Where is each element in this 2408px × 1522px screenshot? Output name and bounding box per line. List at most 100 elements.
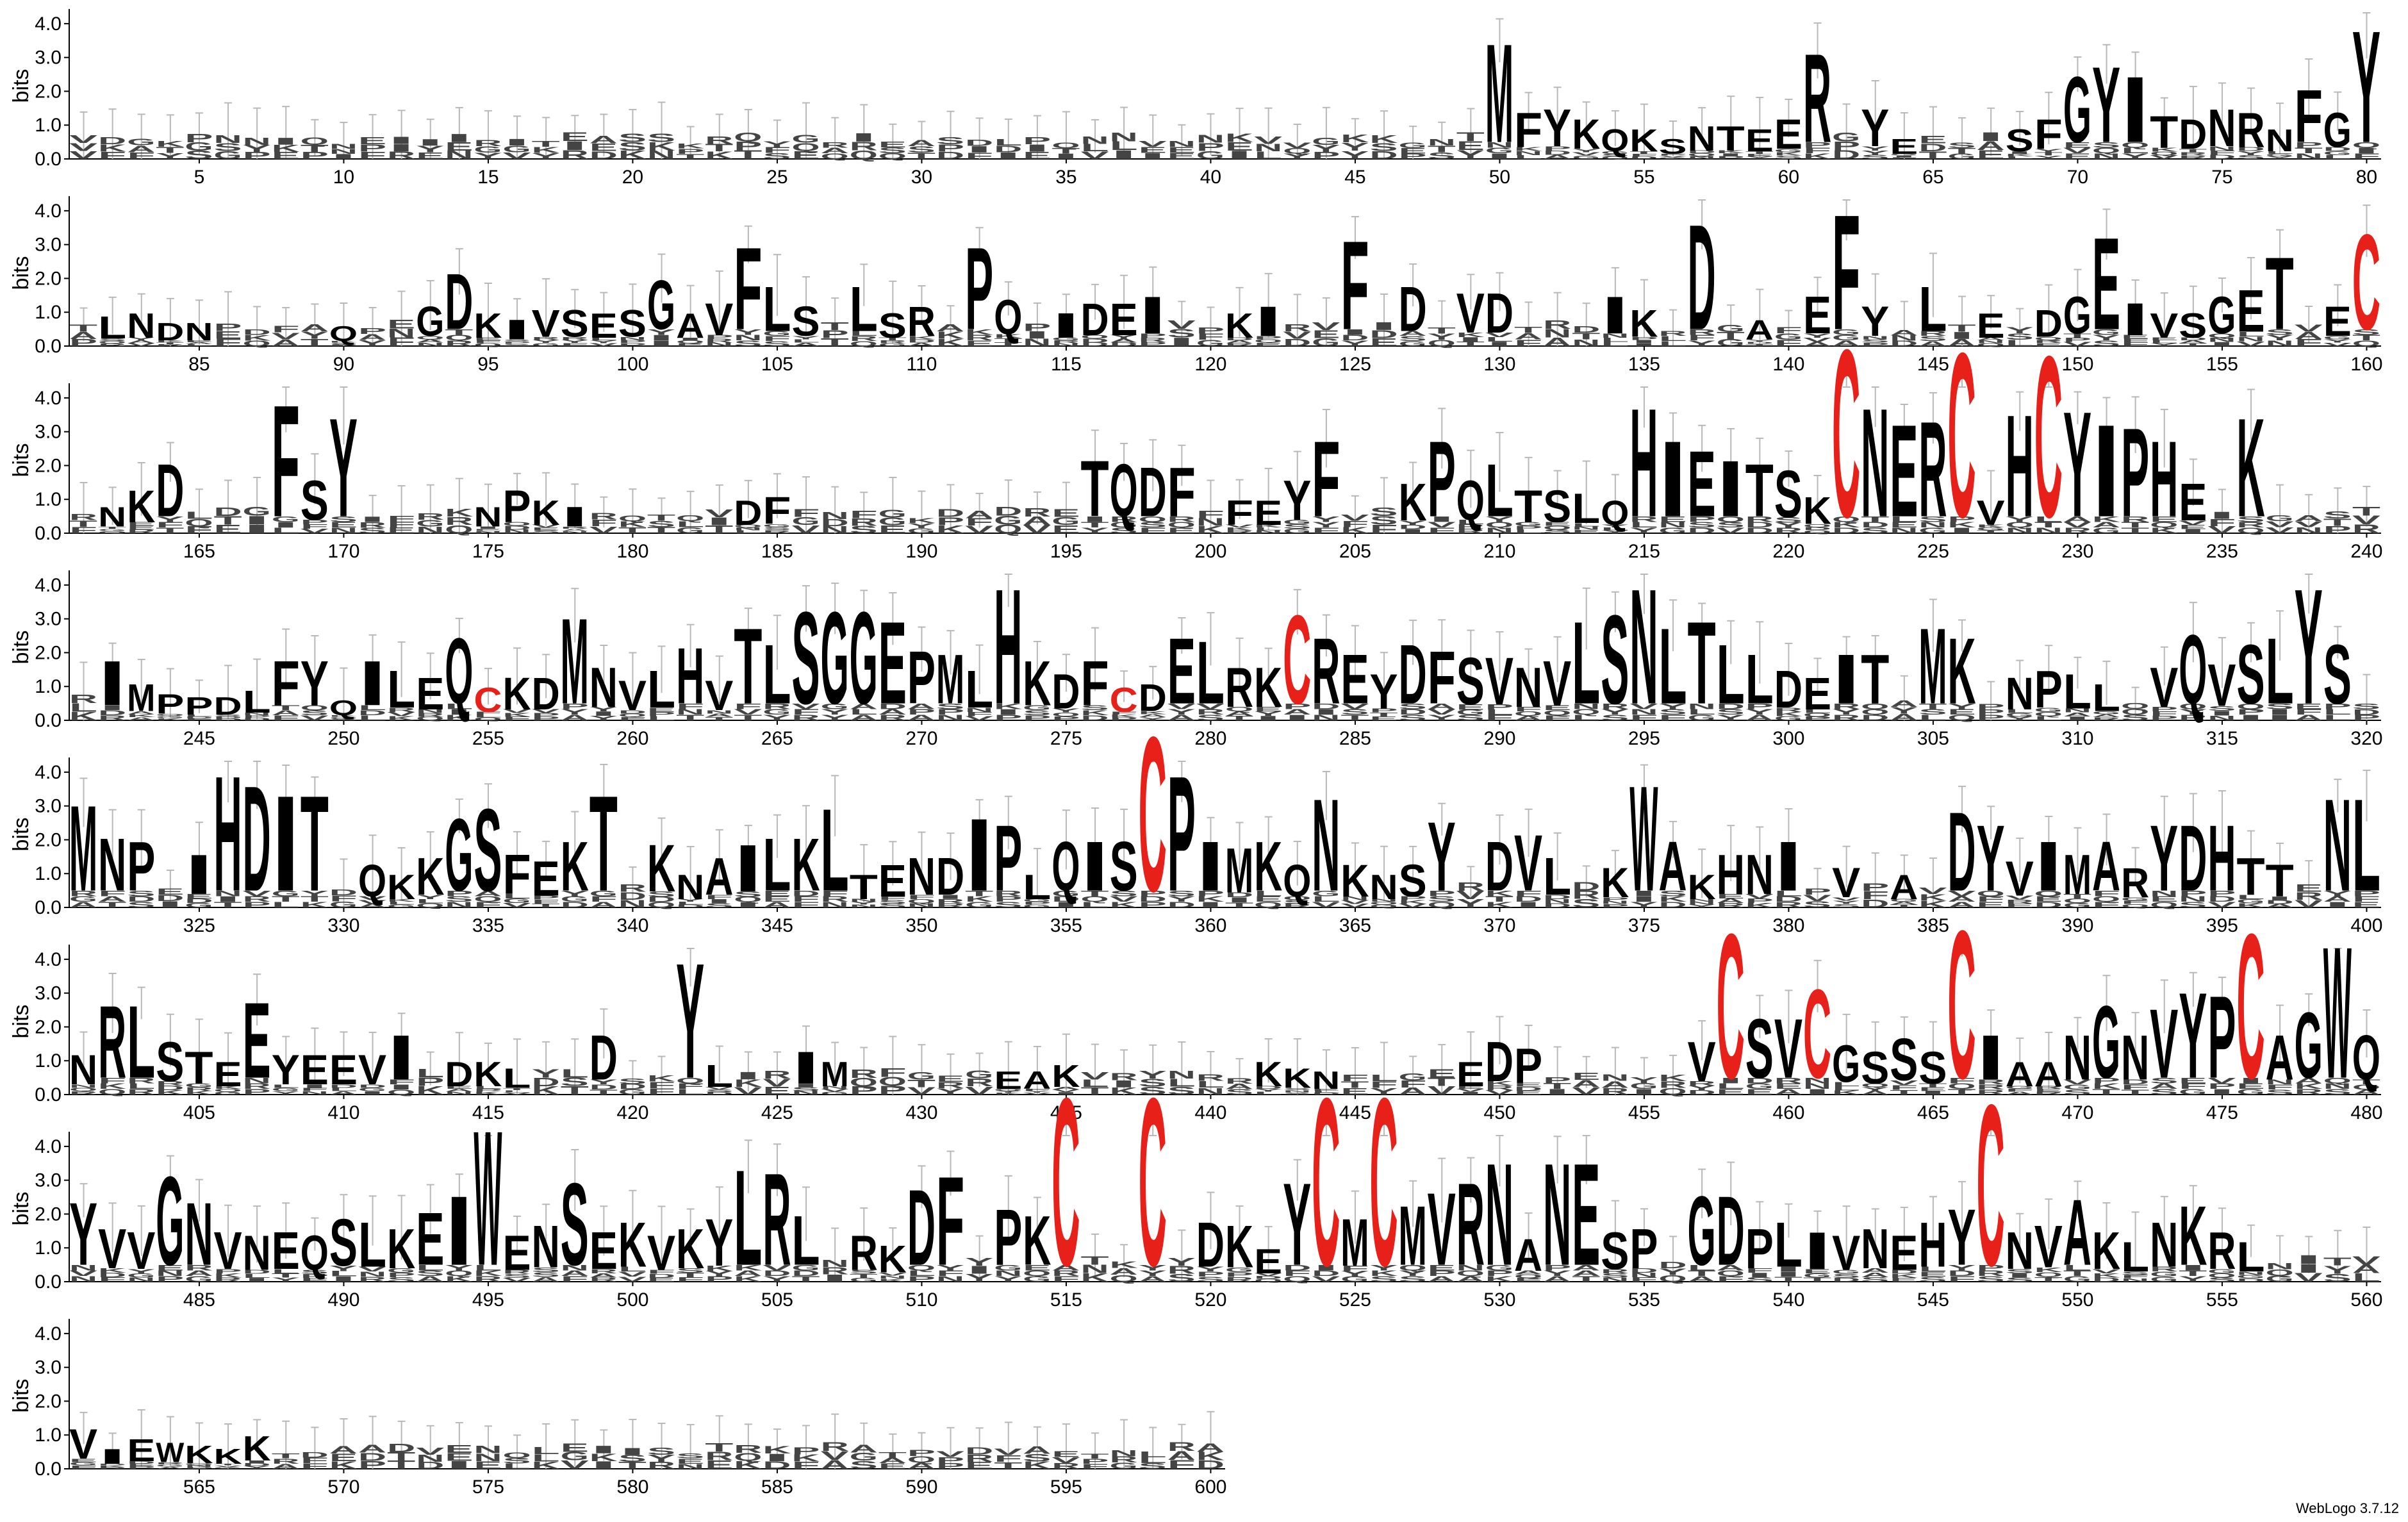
background-residue: I bbox=[1051, 152, 1080, 160]
background-residue: D bbox=[1629, 156, 1658, 160]
residue-D-pos-275: D bbox=[1051, 664, 1080, 719]
x-tick-label: 340 bbox=[616, 915, 648, 936]
background-residue: E bbox=[358, 135, 386, 147]
background-residue: N bbox=[1514, 150, 1542, 156]
background-residue: I bbox=[994, 151, 1022, 161]
background-residue: S bbox=[1948, 142, 1976, 150]
residue-R-pos-529: R bbox=[1456, 1159, 1485, 1291]
background-residue: N bbox=[734, 527, 762, 531]
residue-D-pos-149: D bbox=[2034, 302, 2063, 345]
residue-N-pos-77: N bbox=[2266, 123, 2294, 158]
x-tick-label: 215 bbox=[1628, 541, 1660, 562]
residue-T-pos-196: T bbox=[1081, 444, 1109, 533]
residue-F-pos-78: F bbox=[2295, 74, 2323, 158]
residue-S-pos-266: S bbox=[792, 585, 820, 732]
residue-F-pos-104: F bbox=[734, 224, 762, 355]
background-residue: F bbox=[965, 151, 993, 161]
background-residue: T bbox=[618, 525, 647, 534]
background-residue: A bbox=[1977, 139, 2005, 153]
background-residue: G bbox=[2323, 335, 2352, 340]
background-residue: R bbox=[1051, 340, 1080, 344]
background-residue: N bbox=[618, 336, 647, 340]
background-residue: Y bbox=[1283, 153, 1311, 161]
residue-S-pos-490: S bbox=[329, 1205, 358, 1280]
x-tick-label: 575 bbox=[472, 1477, 504, 1498]
background-residue: A bbox=[561, 528, 589, 531]
background-residue: G bbox=[127, 136, 155, 147]
background-residue: Q bbox=[185, 517, 213, 528]
background-residue: D bbox=[329, 888, 358, 897]
background-residue: G bbox=[272, 515, 300, 524]
background-residue: T bbox=[647, 525, 675, 535]
background-residue: G bbox=[1890, 153, 1918, 156]
residue-P-pos-309: P bbox=[2034, 660, 2063, 719]
background-residue: Y bbox=[416, 144, 444, 154]
residue-N-pos-487: N bbox=[243, 1225, 271, 1280]
background-residue: R bbox=[1110, 515, 1138, 524]
background-residue: K bbox=[907, 335, 936, 340]
residue-Q-pos-331: Q bbox=[358, 856, 386, 907]
background-residue: R bbox=[821, 140, 849, 149]
background-residue: P bbox=[2063, 336, 2091, 343]
residue-D-pos-84: D bbox=[156, 318, 184, 345]
x-tick-label: 265 bbox=[761, 728, 793, 749]
background-residue: S bbox=[936, 135, 964, 147]
background-residue: N bbox=[1196, 133, 1225, 145]
residue-V-pos-457: V bbox=[1688, 1030, 1716, 1093]
background-residue: R bbox=[850, 140, 878, 153]
y-tick-label: 2.0 bbox=[35, 81, 62, 102]
background-residue: V bbox=[301, 527, 329, 534]
residue-E-pos-496: E bbox=[503, 1225, 531, 1280]
background-residue: P bbox=[1399, 153, 1427, 161]
background-residue: G bbox=[965, 1068, 993, 1081]
x-tick-label: 360 bbox=[1194, 915, 1226, 936]
background-residue: N bbox=[1254, 142, 1282, 153]
background-residue: R bbox=[532, 336, 560, 340]
background-residue: I bbox=[734, 1070, 762, 1081]
background-residue: G bbox=[1601, 151, 1629, 154]
background-residue: T bbox=[1948, 147, 1976, 155]
residue-Y-pos-249: Y bbox=[301, 649, 329, 719]
background-residue: V bbox=[1167, 318, 1196, 331]
y-tick-label: 0.0 bbox=[35, 1271, 62, 1293]
background-residue: E bbox=[127, 522, 155, 527]
background-residue: E bbox=[1745, 153, 1774, 157]
background-residue: P bbox=[1139, 341, 1167, 347]
background-residue: E bbox=[214, 522, 242, 536]
background-residue: A bbox=[1399, 329, 1427, 337]
residue-Q-pos-214: Q bbox=[1601, 493, 1629, 533]
background-residue: R bbox=[1225, 343, 1253, 347]
background-residue: N bbox=[416, 525, 444, 535]
x-tick-label: 250 bbox=[327, 728, 359, 749]
x-tick-label: 200 bbox=[1194, 541, 1226, 562]
background-residue: S bbox=[1428, 151, 1456, 161]
background-residue: I bbox=[272, 136, 300, 147]
background-residue: I bbox=[1167, 335, 1196, 349]
residue-Y-pos-422: Y bbox=[676, 930, 704, 1113]
background-residue: S bbox=[358, 526, 386, 534]
background-residue: Q bbox=[821, 152, 849, 161]
residue-K-pos-415: K bbox=[474, 1055, 502, 1094]
x-tick-label: 25 bbox=[766, 167, 788, 188]
residue-F-pos-204: F bbox=[1312, 420, 1340, 540]
x-tick-label: 310 bbox=[2061, 728, 2093, 749]
residue-V-pos-411: V bbox=[358, 1046, 386, 1093]
background-residue: G bbox=[763, 523, 791, 527]
residue-I-pos-380: I bbox=[1774, 827, 1802, 906]
background-residue: R bbox=[1110, 1071, 1138, 1082]
residue-E-pos-234: E bbox=[2179, 473, 2207, 532]
residue-C-pos-283: C bbox=[1283, 590, 1311, 731]
logo-row-8: 0.0 1.0 2.0 3.0 4.0 bits 565 570 575 580 585 590 595… bbox=[9, 1319, 1226, 1498]
y-tick-label: 3.0 bbox=[35, 609, 62, 630]
background-residue: S bbox=[907, 144, 936, 154]
background-residue: R bbox=[1167, 1440, 1196, 1454]
residue-V-pos-371: V bbox=[1514, 818, 1542, 907]
background-residue: V bbox=[1918, 886, 1947, 896]
background-residue: Y bbox=[1803, 333, 1831, 339]
residue-L-pos-252: L bbox=[387, 660, 415, 719]
x-tick-label: 125 bbox=[1339, 354, 1371, 375]
residue-E-pos-285: E bbox=[1340, 640, 1369, 718]
background-residue: N bbox=[416, 342, 444, 347]
background-residue: F bbox=[850, 509, 878, 520]
background-residue: Y bbox=[2034, 148, 2063, 153]
